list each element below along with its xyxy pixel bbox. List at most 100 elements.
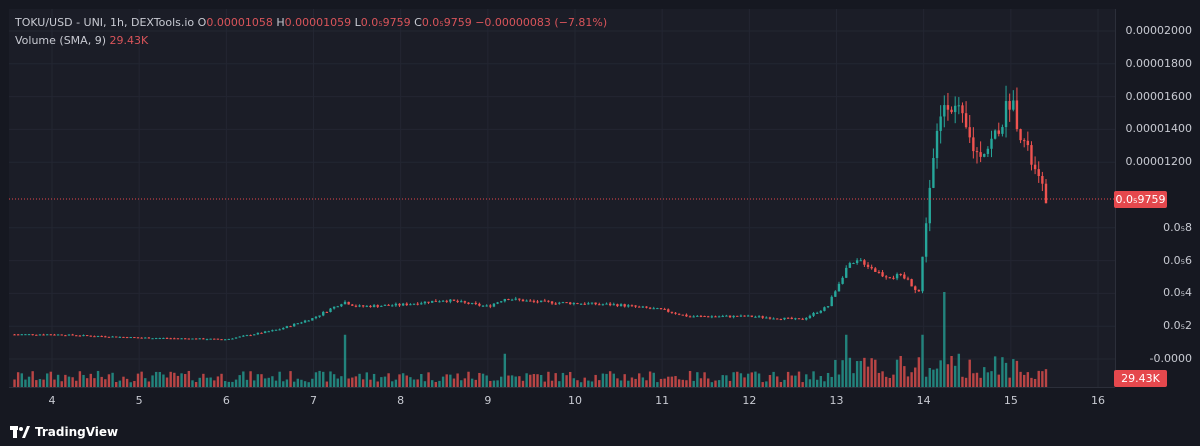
volume-bar xyxy=(1041,371,1044,387)
volume-bar xyxy=(456,373,459,387)
volume-bar xyxy=(115,382,118,387)
candle-body xyxy=(765,317,768,319)
x-tick-label: 14 xyxy=(916,394,931,407)
candle-body xyxy=(972,137,975,152)
close-value: 0.0₅9759 xyxy=(421,16,472,29)
candle-body xyxy=(285,326,289,329)
volume-bar xyxy=(565,375,568,387)
volume-bar xyxy=(369,379,372,387)
volume-bar xyxy=(314,372,318,387)
volume-bar xyxy=(383,376,387,387)
volume-bar xyxy=(499,376,503,387)
candle-body xyxy=(449,299,452,302)
candle-body xyxy=(307,320,310,322)
volume-bar xyxy=(1037,370,1040,387)
volume-tag: 29.43K xyxy=(1114,370,1167,387)
volume-bar xyxy=(104,379,107,387)
volume-bar xyxy=(129,382,132,387)
high-value: 0.00001059 xyxy=(284,16,352,29)
candle-body xyxy=(801,318,804,320)
volume-bar xyxy=(892,374,895,387)
candle-body xyxy=(438,301,441,303)
candle-body xyxy=(696,315,699,317)
candle-body xyxy=(699,315,703,317)
candle-body xyxy=(380,305,383,307)
volume-bar xyxy=(837,374,841,387)
volume-bar xyxy=(627,380,630,387)
change-value: −0.00000083 (−7.81%) xyxy=(475,16,608,29)
candle-body xyxy=(296,323,300,325)
candle-body xyxy=(42,334,45,336)
volume-bar xyxy=(823,381,826,387)
candle-body xyxy=(634,305,637,307)
volume-bar xyxy=(953,365,957,387)
candle-body xyxy=(115,336,118,338)
candle-body xyxy=(49,334,53,336)
candle-body xyxy=(848,263,852,268)
volume-bar xyxy=(634,378,637,387)
volume-bar xyxy=(688,370,692,387)
candle-body xyxy=(681,314,684,316)
volume-bar xyxy=(253,380,256,387)
volume-bar xyxy=(656,382,659,387)
candle-body xyxy=(278,329,281,331)
candle-body xyxy=(990,138,993,149)
candle-body xyxy=(638,306,641,308)
y-tick-label: 0.00002000 xyxy=(1125,24,1192,37)
x-tick-label: 16 xyxy=(1091,394,1105,407)
candle-body xyxy=(783,317,786,320)
volume-bar xyxy=(387,373,390,387)
candle-body xyxy=(877,271,881,273)
volume-bar xyxy=(645,380,648,387)
tradingview-logo[interactable]: TradingView xyxy=(10,425,118,439)
volume-bar xyxy=(492,380,496,387)
candle-body xyxy=(815,312,819,314)
volume-bar xyxy=(194,382,198,387)
candle-body xyxy=(154,338,158,340)
volume-bar xyxy=(608,371,612,387)
candle-body xyxy=(554,303,557,305)
footer xyxy=(0,420,1200,446)
candle-body xyxy=(794,318,797,320)
candle-body xyxy=(870,266,873,269)
candle-body xyxy=(340,304,343,307)
volume-bar xyxy=(162,374,165,387)
volume-bar xyxy=(434,381,438,387)
candle-body xyxy=(169,338,172,340)
volume-bar xyxy=(587,380,590,387)
candle-body xyxy=(16,334,20,336)
candle-body xyxy=(1041,176,1044,184)
candle-body xyxy=(1015,100,1019,130)
candle-body xyxy=(572,303,576,305)
candle-body xyxy=(616,304,619,307)
volume-bar xyxy=(539,374,543,387)
volume-bar xyxy=(20,373,23,387)
candle-body xyxy=(191,338,194,340)
volume-bar xyxy=(812,371,815,387)
open-label: O xyxy=(197,16,207,29)
plot-area[interactable] xyxy=(9,9,1116,387)
volume-bar xyxy=(394,379,398,387)
volume-bar xyxy=(968,359,971,387)
volume-bar xyxy=(794,375,797,387)
volume-bar xyxy=(605,373,608,387)
volume-bar xyxy=(202,373,205,387)
volume-bar xyxy=(1015,360,1019,387)
candle-body xyxy=(111,336,114,338)
volume-bar xyxy=(401,373,405,387)
candle-body xyxy=(855,260,859,263)
volume-bar xyxy=(805,374,808,387)
candle-body xyxy=(300,322,303,324)
candle-body xyxy=(790,317,793,319)
volume-bar xyxy=(282,381,285,387)
candle-body xyxy=(289,326,292,328)
volume-bar xyxy=(347,378,350,387)
candle-body xyxy=(372,305,376,308)
volume-bar xyxy=(964,377,968,387)
candle-body xyxy=(968,127,971,138)
candle-body xyxy=(594,302,597,305)
volume-bar xyxy=(46,373,49,387)
candle-body xyxy=(819,310,823,313)
candle-body xyxy=(1004,101,1008,128)
